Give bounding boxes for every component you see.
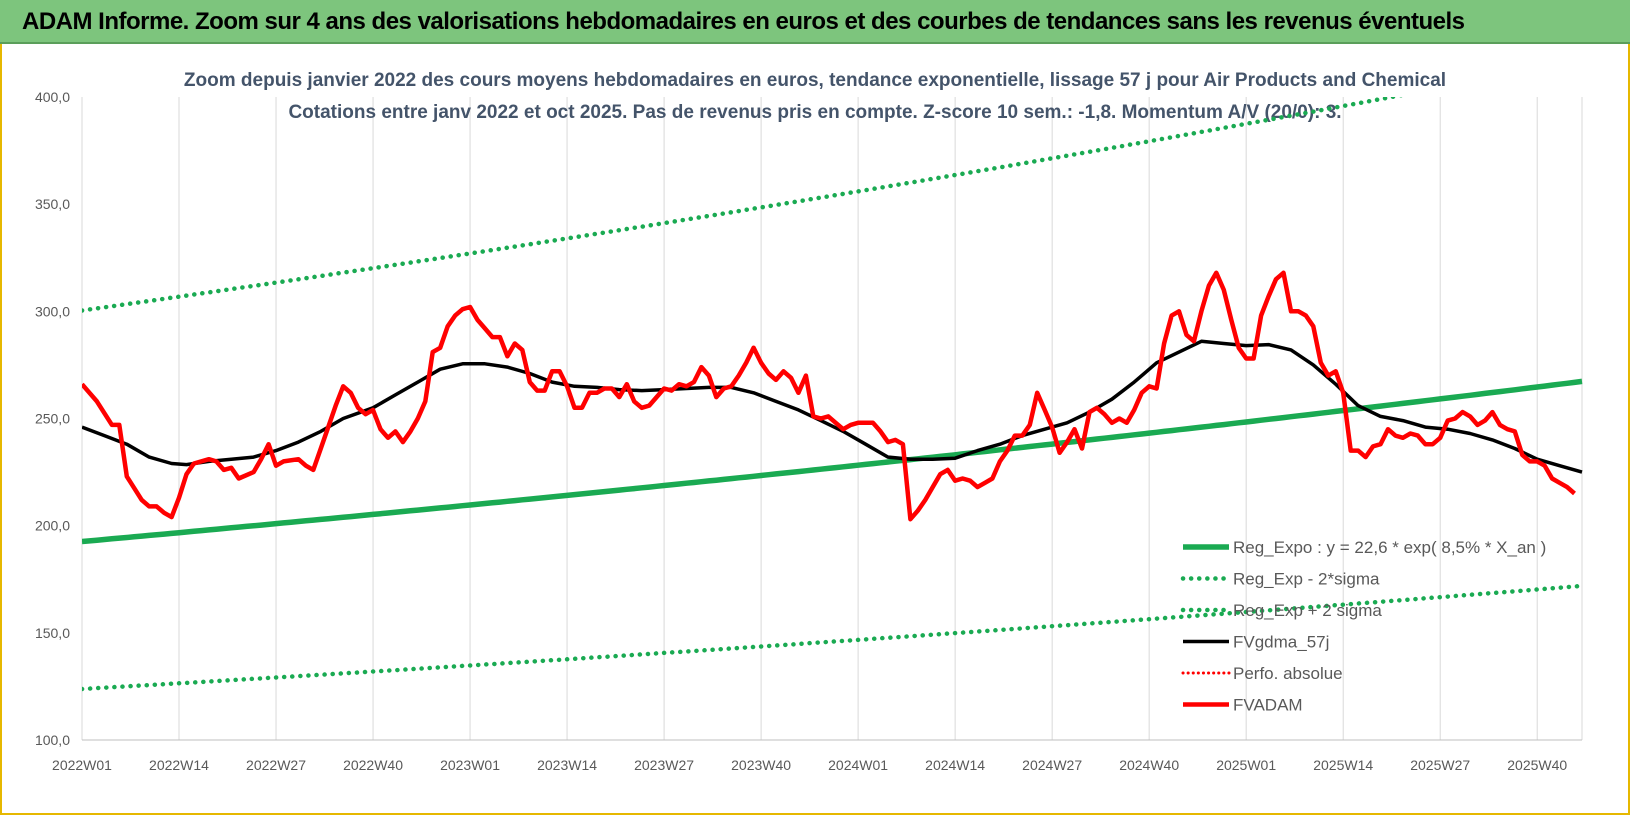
x-axis: 2022W01 2022W14 2022W27 2022W40 2023W01 2023W… [52,757,1567,773]
x-tick-label: 2024W27 [1022,757,1082,773]
y-axis: 100,0 150,0 200,0 250,0 300,0 350,0 400,0 [35,89,70,748]
upper-band-line [82,97,1404,313]
legend-label: Perfo. absolue [1233,664,1343,683]
y-tick-label: 150,0 [35,625,70,641]
x-tick-label: 2024W01 [828,757,888,773]
y-tick-label: 400,0 [35,89,70,105]
x-tick-label: 2025W01 [1216,757,1276,773]
legend-label: Reg_Exp + 2 sigma [1233,601,1382,620]
x-tick-label: 2023W01 [440,757,500,773]
legend-label: Reg_Exp - 2*sigma [1233,570,1380,589]
x-tick-label: 2022W27 [246,757,306,773]
chart-title: Zoom depuis janvier 2022 des cours moyen… [184,70,1446,91]
x-tick-label: 2023W14 [537,757,597,773]
x-tick-label: 2022W14 [149,757,209,773]
legend: Reg_Expo : y = 22,6 * exp( 8,5% * X_an )… [1180,538,1546,715]
x-tick-label: 2025W40 [1507,757,1567,773]
series-layer [82,97,1585,692]
x-tick-label: 2023W40 [731,757,791,773]
legend-label: Reg_Expo : y = 22,6 * exp( 8,5% * X_an ) [1233,538,1546,557]
legend-label: FVADAM [1233,696,1303,715]
report-banner: ADAM Informe. Zoom sur 4 ans des valoris… [0,0,1630,44]
y-tick-label: 350,0 [35,196,70,212]
x-tick-label: 2023W27 [634,757,694,773]
y-tick-label: 250,0 [35,411,70,427]
chart-frame [0,44,1630,815]
y-tick-label: 100,0 [35,732,70,748]
lower-band-line [82,583,1585,692]
x-tick-label: 2024W14 [925,757,985,773]
y-tick-label: 300,0 [35,303,70,319]
grid-layer [81,97,1583,741]
x-tick-label: 2025W14 [1313,757,1373,773]
x-tick-label: 2024W40 [1119,757,1179,773]
chart-subtitle: Cotations entre janv 2022 et oct 2025. P… [288,102,1341,123]
x-tick-label: 2025W27 [1410,757,1470,773]
fvgdma-line [82,339,1583,474]
legend-label: FVgdma_57j [1233,633,1329,652]
y-tick-label: 200,0 [35,518,70,534]
x-tick-label: 2022W40 [343,757,403,773]
report-title: ADAM Informe. Zoom sur 4 ans des valoris… [22,8,1465,35]
x-tick-label: 2022W01 [52,757,112,773]
fvadam-line [82,270,1576,522]
reg-expo-line [82,378,1583,545]
